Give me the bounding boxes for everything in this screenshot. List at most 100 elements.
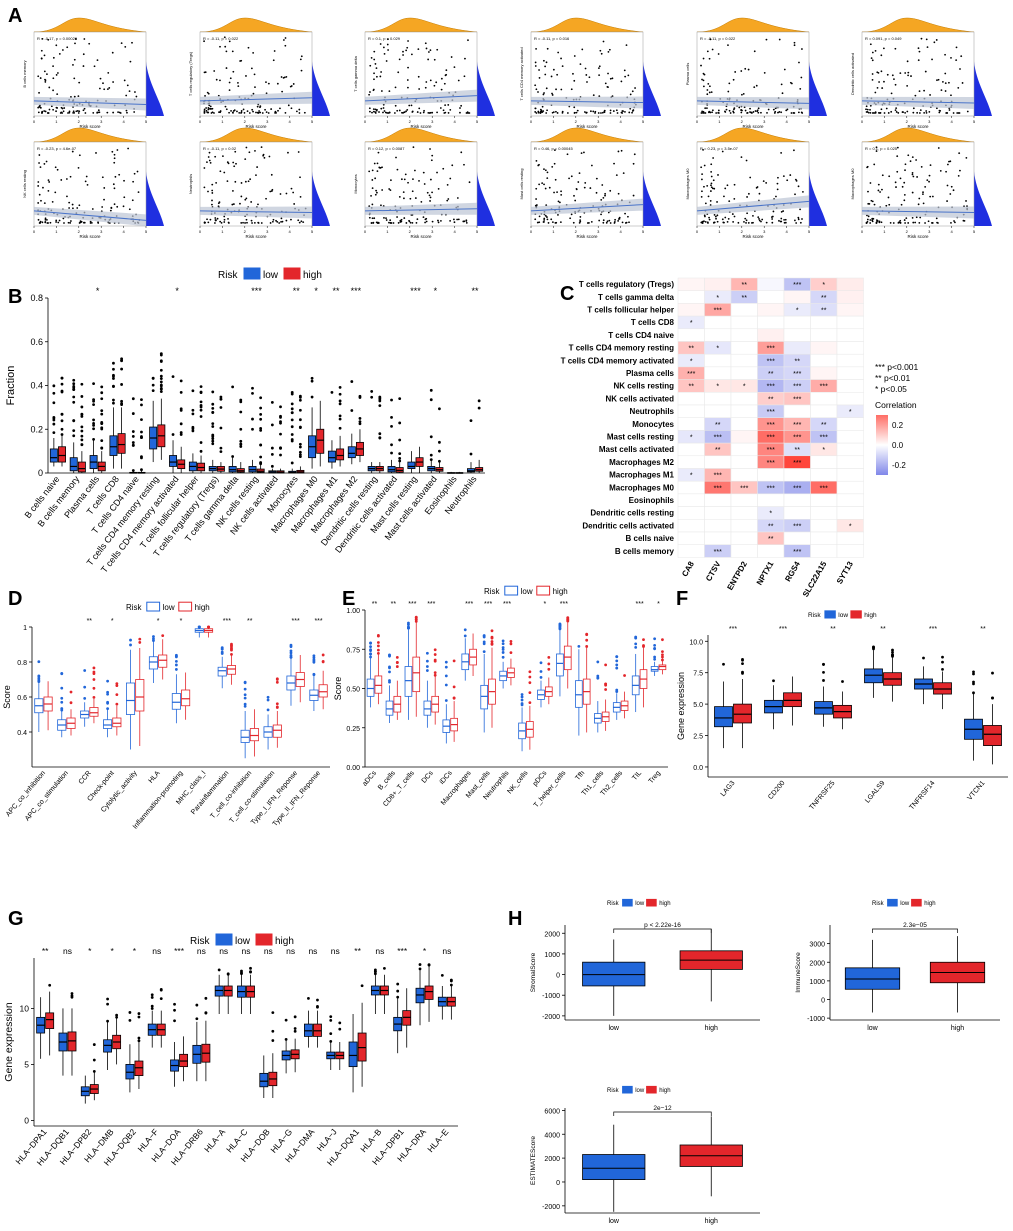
scatter-point (793, 149, 795, 152)
scatter-point (572, 72, 574, 75)
outlier-point (179, 379, 183, 383)
scatter-point (78, 110, 81, 113)
outlier-point (219, 397, 223, 401)
scatter-point (784, 221, 787, 224)
scatter-point (431, 220, 434, 223)
outlier-point (211, 433, 215, 437)
scatter-point (137, 191, 140, 194)
scatter-point (545, 87, 548, 90)
heatmap-cell (730, 341, 758, 355)
heatmap-col-label: CA8 (680, 559, 696, 578)
y-axis-label: Gene expression (3, 1002, 15, 1082)
heatmap-star: * (690, 473, 693, 480)
x-tick-label: HLA−A (202, 1127, 227, 1154)
heatmap-row-label: NK cells activated (606, 394, 675, 403)
outlier-point (251, 427, 254, 431)
x-tick-label: 3 (100, 119, 103, 124)
scatter-point (605, 221, 608, 224)
scatter-point (706, 221, 709, 224)
scatter-point (443, 82, 446, 85)
scatter-point (554, 222, 557, 224)
scatter-point (250, 67, 253, 70)
outlier-point (289, 656, 293, 659)
scatter-point (948, 109, 951, 111)
scatter-point (873, 203, 876, 206)
heatmap-star: *** (714, 308, 722, 315)
scatter-point (279, 193, 282, 195)
scatter-point (385, 219, 388, 221)
correlation-stat: R = 0.1, p = 0.025 (865, 146, 898, 151)
outlier-point (520, 702, 524, 705)
outlier-point (275, 680, 279, 684)
outlier-point (243, 702, 247, 706)
scatter-point (620, 111, 623, 114)
scatter-point (58, 219, 61, 222)
x-tick-label: 2 (575, 119, 578, 124)
outlier-point (407, 626, 410, 630)
scatter-point (609, 77, 612, 80)
outlier-point (972, 691, 975, 695)
scatter-point (613, 162, 615, 165)
scatter-point (936, 79, 938, 82)
x-tick-label: 2 (906, 229, 909, 234)
scatter-point (617, 150, 620, 153)
confidence-band (34, 206, 146, 227)
outlier-point (271, 1029, 275, 1033)
heatmap-cell (677, 455, 705, 469)
outlier-point (240, 971, 243, 974)
scatter-point (203, 112, 206, 114)
heatmap-star: * (849, 523, 852, 530)
scatter-point (436, 48, 439, 51)
heatmap-star: * (716, 384, 719, 391)
legend-title: Risk (607, 901, 620, 907)
outlier-point (298, 455, 302, 459)
outlier-point (83, 669, 87, 672)
scatter-point (465, 112, 468, 114)
outlier-point (293, 1029, 297, 1033)
scatter-point (300, 69, 303, 72)
significance-label: ** (293, 286, 301, 296)
scatter-point (920, 165, 923, 168)
scatter-point (955, 59, 958, 62)
scatter-point (704, 215, 706, 218)
scatter-point (778, 219, 780, 222)
outlier-point (100, 409, 104, 413)
scatter-point (537, 164, 540, 167)
scatter-point (457, 79, 460, 82)
outlier-point (106, 1002, 109, 1006)
scatter-point (704, 220, 707, 223)
outlier-point (390, 398, 393, 402)
scatter-point (701, 190, 703, 193)
scatter-point (909, 160, 912, 163)
scatter-point (617, 192, 620, 195)
scatter-point (268, 155, 271, 158)
box-high (983, 725, 1002, 746)
scatter-point (538, 77, 541, 79)
heatmap-cell (677, 544, 705, 558)
scatter-point (731, 213, 734, 215)
panel-letter-F: F (676, 588, 688, 610)
legend-label-high: high (275, 936, 294, 947)
scatter-point (48, 86, 51, 89)
y-tick-label: 0.6 (30, 337, 43, 347)
outlier-point (159, 352, 163, 356)
scatter-point (400, 178, 403, 181)
scatter-point (250, 201, 253, 203)
scatter-point (76, 207, 79, 209)
scatter-point (375, 109, 378, 112)
scatter-point (961, 82, 964, 84)
risk-legend-H0: Risk low high (607, 898, 671, 907)
scatter-point (111, 51, 114, 54)
significance-label: *** (560, 601, 568, 608)
scatter-point (126, 111, 128, 114)
scatter-point (538, 183, 541, 186)
scatter-point (713, 187, 716, 190)
significance-label: * (133, 946, 137, 956)
scatter-point (866, 108, 869, 111)
scatter-point (409, 221, 412, 224)
x-axis-label: Risk score (742, 124, 764, 129)
scatter-point (904, 169, 906, 172)
scatter-point (245, 197, 248, 200)
outlier-point (266, 708, 270, 712)
